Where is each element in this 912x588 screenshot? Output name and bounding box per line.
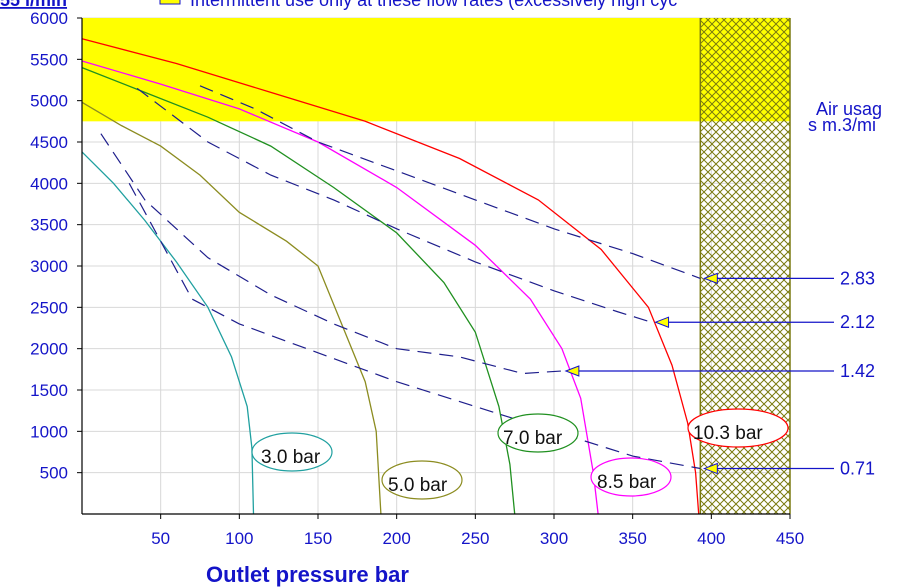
curve-label: 7.0 bar (503, 428, 563, 449)
air-usage-label: 1.42 (840, 361, 875, 381)
air-usage-arrowhead (654, 316, 670, 328)
series-3-0-barline (81, 151, 255, 515)
x-tick-label: 300 (540, 529, 568, 548)
y-tick-label: 2000 (30, 340, 68, 359)
x-tick-label: 100 (225, 529, 253, 548)
y-tick-label: 3500 (30, 216, 68, 235)
air-usage-line-2-83 (199, 85, 701, 279)
y-tick-label: 5000 (30, 92, 68, 111)
header-prefix: 55 l/min (0, 0, 67, 10)
curve-label: 5.0 bar (388, 475, 448, 496)
x-tick-label: 450 (776, 529, 804, 548)
y-tick-label: 1500 (30, 381, 68, 400)
air-usage-title-line2: s m.3/mi (808, 115, 876, 135)
curve-label-ellipse (590, 457, 672, 497)
air-usage-arrowhead (702, 272, 718, 285)
curve-label-ellipse (251, 432, 333, 472)
header-legend-text: Intermittent use only at these flow rate… (190, 0, 677, 10)
curve-labels: 3.0 bar 5.0 bar 7.0 bar 8.5 bar 10.3 bar (251, 408, 789, 500)
air-usage-lines: 0.71 1.42 2.12 2.83 (100, 85, 875, 479)
x-tick-label: 350 (618, 529, 646, 548)
curve-label: 10.3 bar (693, 423, 763, 444)
legend-swatch (159, 0, 181, 5)
y-tick-label: 4500 (30, 133, 68, 152)
y-tick-label: 1000 (30, 422, 68, 441)
x-tick-label: 150 (304, 529, 332, 548)
air-usage-line-2-12 (136, 87, 652, 323)
air-usage-arrowhead (702, 462, 718, 475)
air-usage-title-line1: Air usag (816, 99, 882, 119)
series-5-0-barline (81, 101, 382, 515)
curve-label-ellipse (497, 413, 579, 453)
curve-label-ellipse (687, 408, 789, 448)
y-tick-label: 5500 (30, 50, 68, 69)
x-tick-label: 200 (382, 529, 410, 548)
y-tick-label: 2500 (30, 298, 68, 317)
curve-label-ellipse (381, 460, 463, 500)
y-tick-label: 3000 (30, 257, 68, 276)
y-tick-label: 4000 (30, 174, 68, 193)
y-tick-label: 500 (40, 464, 68, 483)
y-tick-label: 6000 (30, 9, 68, 28)
curve-label: 8.5 bar (597, 472, 657, 493)
x-tick-label: 50 (151, 529, 170, 548)
air-usage-label: 0.71 (840, 459, 875, 479)
air-usage-arrowhead (564, 365, 580, 377)
series-8-5-barline (81, 60, 599, 515)
x-tick-label: 250 (461, 529, 489, 548)
air-usage-line-0-71 (128, 183, 701, 470)
air-usage-label: 2.83 (840, 268, 875, 288)
intermittent-use-band (82, 18, 790, 122)
axes: 50 100 150 200 250 300 350 400 450 500 1000 1500 200… (30, 9, 804, 548)
air-usage-label: 2.12 (840, 312, 875, 332)
x-tick-label: 400 (697, 529, 725, 548)
curve-label: 3.0 bar (261, 447, 321, 468)
x-axis-title: Outlet pressure bar (206, 562, 409, 587)
